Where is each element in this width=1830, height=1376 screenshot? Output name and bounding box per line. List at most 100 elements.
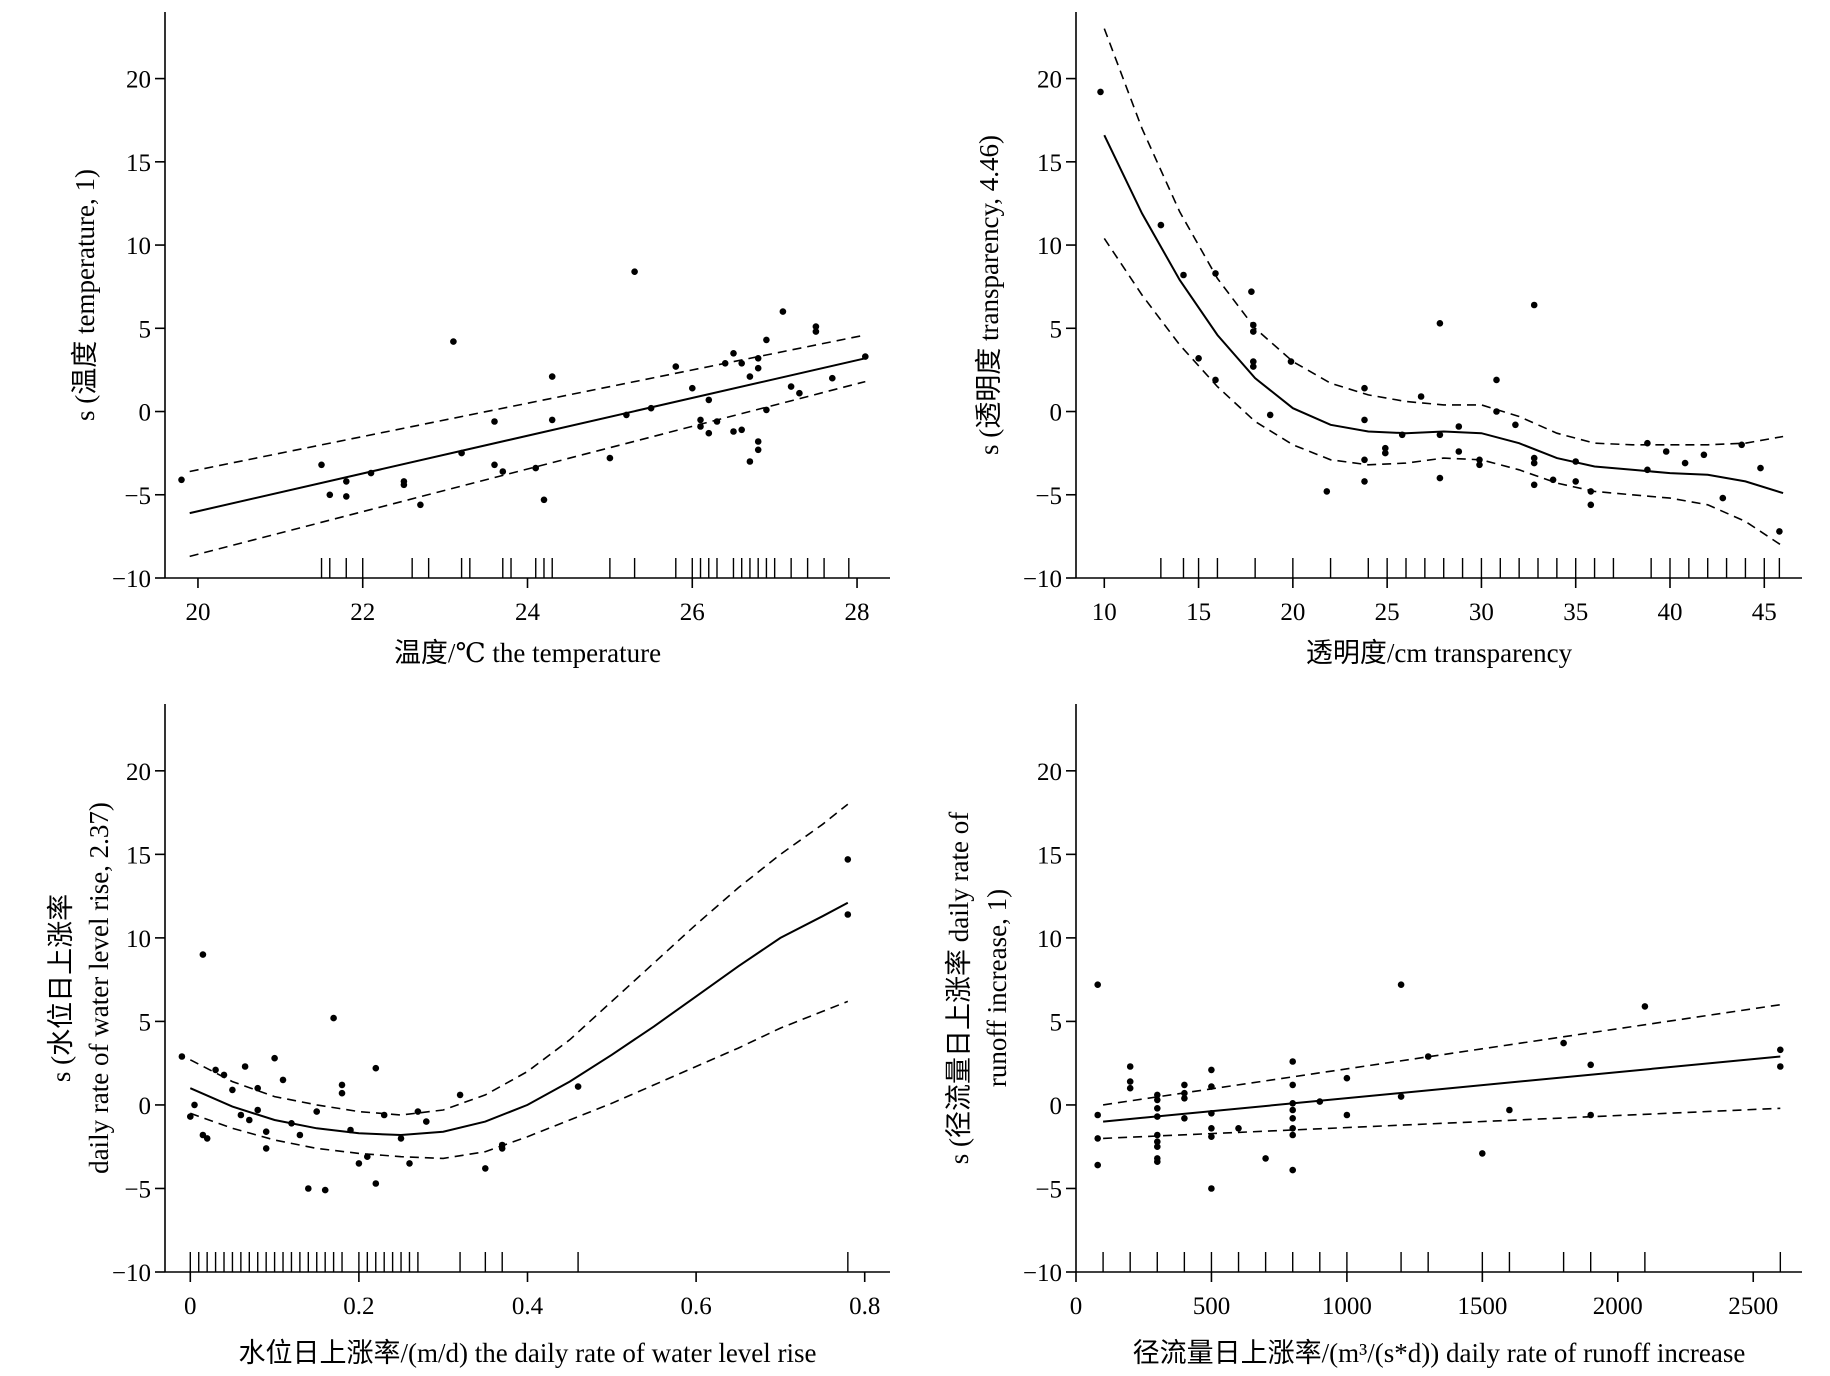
data-point xyxy=(1397,981,1405,988)
data-point xyxy=(1289,1131,1296,1139)
x-tick-label: 1500 xyxy=(1457,1293,1507,1320)
x-tick-label: 35 xyxy=(1563,599,1588,626)
data-point xyxy=(647,404,655,412)
data-point xyxy=(1289,1125,1296,1132)
data-point xyxy=(318,461,325,469)
data-point xyxy=(1560,1039,1567,1047)
data-point xyxy=(1208,1185,1215,1192)
data-point xyxy=(1397,1093,1405,1100)
data-point xyxy=(1476,461,1483,469)
data-point xyxy=(754,364,762,372)
x-tick-label: 22 xyxy=(350,599,375,626)
data-point xyxy=(1382,444,1389,452)
data-point xyxy=(271,1054,278,1062)
data-point xyxy=(1455,423,1463,430)
data-point xyxy=(1572,458,1579,465)
data-point xyxy=(330,1014,337,1022)
data-point xyxy=(1455,448,1463,455)
data-point xyxy=(305,1185,312,1192)
data-point xyxy=(1266,411,1274,419)
data-point xyxy=(1262,1155,1269,1162)
data-point xyxy=(338,1089,346,1097)
lower-confidence-band xyxy=(190,1000,849,1160)
data-point xyxy=(1289,1106,1296,1114)
y-tick-label: −5 xyxy=(1035,483,1062,510)
data-point xyxy=(491,418,498,425)
upper-confidence-band xyxy=(189,334,866,473)
data-point xyxy=(1097,88,1104,96)
data-point xyxy=(1212,270,1219,277)
data-point xyxy=(321,1186,329,1194)
data-point xyxy=(1343,1111,1351,1119)
data-point xyxy=(1126,1078,1134,1085)
y-tick-label: 0 xyxy=(1050,400,1063,427)
y-tick-label: −5 xyxy=(1035,1176,1062,1203)
y-tick-label: 20 xyxy=(1037,759,1062,786)
data-point xyxy=(1424,1053,1432,1060)
data-point xyxy=(1398,431,1406,439)
data-point xyxy=(697,423,704,430)
data-point xyxy=(1436,320,1444,327)
data-point xyxy=(1587,1061,1594,1069)
x-tick-label: 0.6 xyxy=(680,1293,711,1320)
data-point xyxy=(1587,1111,1594,1119)
data-point xyxy=(1094,1135,1101,1142)
y-axis-title: daily rate of water level rise, 2.37) xyxy=(84,802,114,1174)
data-point xyxy=(1212,376,1219,384)
data-point xyxy=(220,1071,228,1079)
data-point xyxy=(548,416,556,424)
smooth-fit-line xyxy=(189,901,849,1137)
y-tick-label: 20 xyxy=(126,759,151,786)
data-point xyxy=(1154,1113,1161,1120)
data-point xyxy=(1361,416,1368,424)
data-point xyxy=(1126,1084,1134,1092)
data-point xyxy=(1641,1003,1649,1010)
data-point xyxy=(787,383,795,390)
data-point xyxy=(697,416,704,424)
data-point xyxy=(1530,454,1538,462)
data-point xyxy=(1738,441,1745,449)
data-point xyxy=(199,951,207,958)
data-point xyxy=(1195,355,1202,362)
data-point xyxy=(397,1135,405,1142)
data-point xyxy=(746,373,754,380)
data-point xyxy=(203,1135,211,1142)
data-point xyxy=(456,1091,464,1099)
data-point xyxy=(1126,1063,1134,1070)
data-point xyxy=(1250,328,1257,335)
data-point xyxy=(417,501,424,509)
data-point xyxy=(1777,1046,1784,1054)
x-tick-label: 30 xyxy=(1469,599,1494,626)
data-point xyxy=(763,406,770,414)
data-point xyxy=(347,1126,354,1134)
data-point xyxy=(631,268,638,276)
data-point xyxy=(343,478,350,485)
y-tick-label: −5 xyxy=(124,483,151,510)
data-point xyxy=(187,1113,194,1120)
data-point xyxy=(754,355,762,362)
data-point xyxy=(254,1106,261,1114)
data-point xyxy=(1181,1081,1188,1089)
data-point xyxy=(1289,1058,1296,1065)
data-point xyxy=(705,429,713,437)
data-point xyxy=(246,1116,253,1124)
y-tick-label: 10 xyxy=(126,233,151,260)
data-point xyxy=(406,1160,413,1167)
y-tick-label: −5 xyxy=(124,1176,151,1203)
data-point xyxy=(1154,1138,1161,1145)
smooth-fit-line xyxy=(189,357,866,515)
data-point xyxy=(738,426,745,434)
data-point xyxy=(1361,456,1368,464)
x-tick-label: 25 xyxy=(1375,599,1400,626)
data-point xyxy=(296,1131,304,1139)
data-point xyxy=(1208,1066,1215,1074)
data-point xyxy=(689,384,696,392)
data-point xyxy=(1436,474,1444,482)
data-point xyxy=(178,1053,186,1060)
x-tick-label: 0 xyxy=(184,1293,197,1320)
data-point xyxy=(1493,408,1500,415)
data-point xyxy=(191,1101,198,1109)
x-tick-label: 45 xyxy=(1752,599,1777,626)
data-point xyxy=(1208,1125,1215,1132)
